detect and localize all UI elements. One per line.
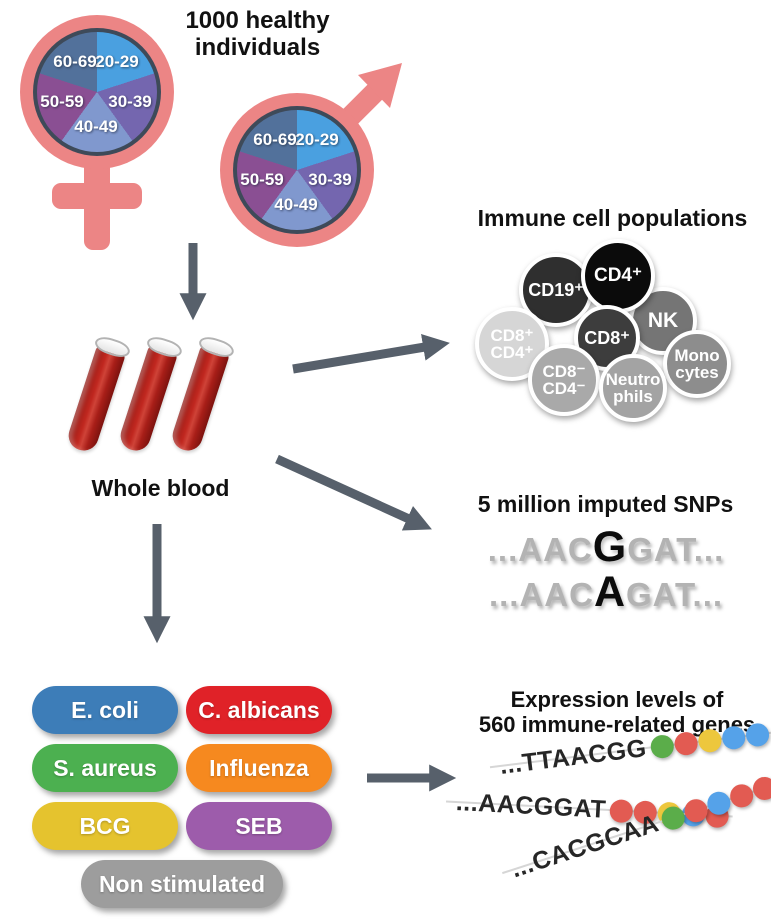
male-age-pie: 20-29 30-39 40-49 50-59 60-69 bbox=[237, 110, 357, 230]
expression-dot-green bbox=[649, 733, 675, 760]
snp-allele: G bbox=[592, 523, 628, 571]
expression-dot-blue bbox=[744, 722, 770, 748]
snp-sequence-1: ...AACGGAT... bbox=[436, 524, 771, 573]
snp-flank-left: ...AAC bbox=[488, 576, 594, 613]
header-title: 1000 healthy individuals bbox=[185, 7, 330, 61]
snp-allele: A bbox=[593, 568, 626, 616]
snp-flank-right: GAT... bbox=[627, 531, 725, 568]
expression-dot-green bbox=[658, 803, 688, 833]
age-group-label: 50-59 bbox=[40, 92, 84, 111]
blood-tubes bbox=[64, 333, 300, 478]
age-group-label: 30-39 bbox=[108, 92, 152, 111]
expression-dot-red bbox=[672, 730, 699, 757]
age-group-label: 20-29 bbox=[95, 52, 139, 71]
arrow-blood-to-snps bbox=[275, 454, 432, 531]
whole-blood-label: Whole blood bbox=[91, 475, 230, 501]
stimulus-pill-non-stimulated: Non stimulated bbox=[81, 860, 283, 908]
age-group-label: 30-39 bbox=[308, 170, 352, 189]
snp-flank-left: ...AAC bbox=[487, 531, 593, 568]
snp-sequence-2: ...AACAGAT... bbox=[436, 569, 771, 618]
tube-body bbox=[116, 344, 179, 455]
age-group-label: 60-69 bbox=[53, 52, 97, 71]
stimulus-pill-e-coli: E. coli bbox=[32, 686, 178, 734]
stimulus-pill-s-aureus: S. aureus bbox=[32, 744, 178, 792]
immune-populations-title: Immune cell populations bbox=[477, 205, 748, 231]
age-group-label: 40-49 bbox=[74, 117, 118, 136]
age-group-label: 40-49 bbox=[274, 195, 318, 214]
snps-title: 5 million imputed SNPs bbox=[477, 491, 734, 517]
expression-dot-red bbox=[726, 781, 756, 811]
expression-dot-blue bbox=[720, 725, 747, 751]
stimulus-pill-bcg: BCG bbox=[32, 802, 178, 850]
stimulus-pill-seb: SEB bbox=[186, 802, 332, 850]
snp-flank-right: GAT... bbox=[626, 576, 724, 613]
age-group-label: 20-29 bbox=[295, 130, 339, 149]
tube-body bbox=[168, 344, 231, 455]
female-age-pie: 20-29 30-39 40-49 50-59 60-69 bbox=[37, 32, 157, 152]
stimuli-list: E. coli C. albicans S. aureus Influenza BCG S… bbox=[32, 686, 332, 908]
expression-dot-yellow bbox=[696, 727, 723, 754]
expression-title-line1: Expression levels of bbox=[510, 687, 724, 712]
stimulus-pill-influenza: Influenza bbox=[186, 744, 332, 792]
stimulus-pill-c-albicans: C. albicans bbox=[186, 686, 332, 734]
expression-dot-red bbox=[681, 796, 711, 826]
arrow-blood-to-immune-cells bbox=[292, 333, 450, 374]
age-group-label: 50-59 bbox=[240, 170, 284, 189]
age-group-label: 60-69 bbox=[253, 130, 297, 149]
expression-dot-blue bbox=[703, 788, 733, 818]
